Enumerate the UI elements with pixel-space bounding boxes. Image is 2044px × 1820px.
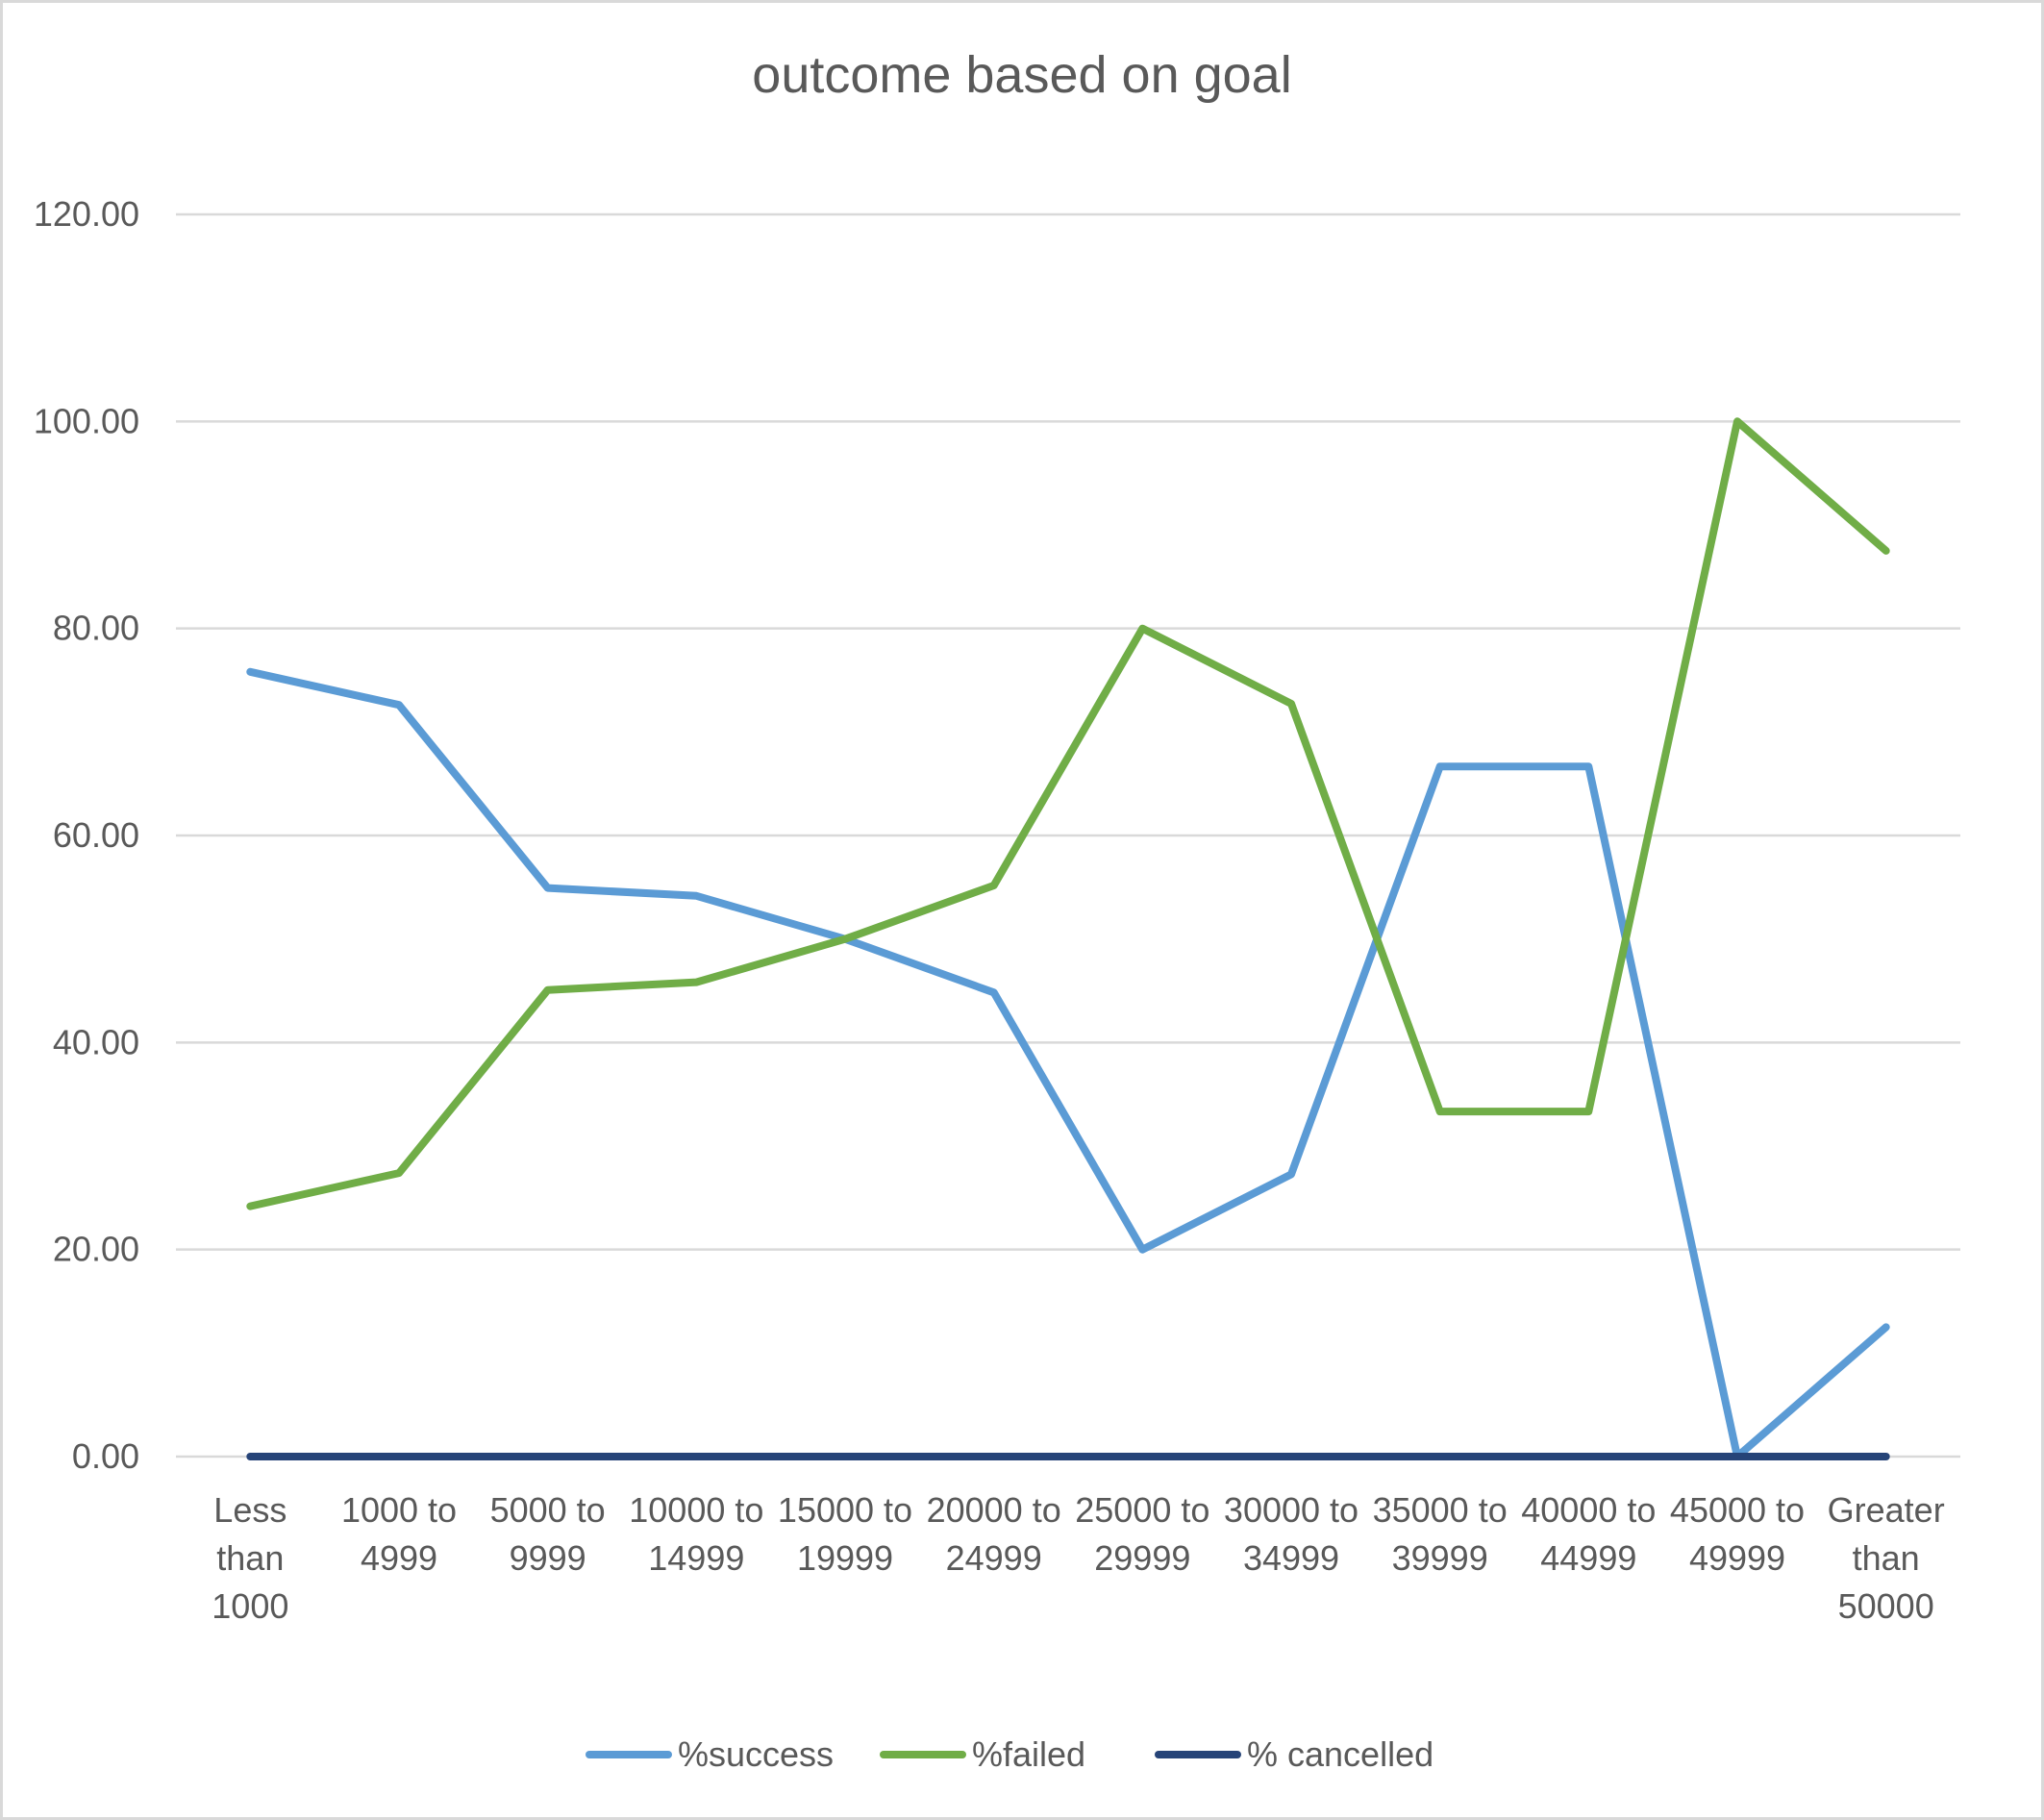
x-tick-label-line: 19999 [797,1538,893,1578]
x-tick-label-line: 40000 to [1521,1490,1656,1530]
legend-label-failed: %failed [972,1734,1085,1774]
y-tick-label: 80.00 [53,609,139,648]
y-tick-label: 0.00 [72,1436,139,1476]
x-tick-label-line: 34999 [1243,1538,1339,1578]
legend-label-cancelled: % cancelled [1247,1734,1433,1774]
x-tick-label-line: 14999 [648,1538,744,1578]
legend-label-success: %success [678,1734,834,1774]
x-tick-label-line: 25000 to [1075,1490,1209,1530]
x-axis-tick-labels: Less than 1000 1000 to 4999 5000 to 9999 10000 … [212,1490,1944,1626]
y-tick-label: 120.00 [34,194,139,234]
x-tick-label: 30000 to 34999 [1224,1490,1359,1578]
series-line-success [246,667,1890,1460]
x-tick-label-line: 39999 [1392,1538,1488,1578]
x-tick-label-line: 15000 to [778,1490,912,1530]
x-tick-label: 1000 to 4999 [341,1490,457,1578]
gridlines [176,212,1960,1458]
x-tick-label-line: than [1853,1538,1920,1578]
line-chart: outcome based on goal 0.00 20.00 40.00 60.0… [34,46,1960,1774]
x-tick-label-line: 49999 [1689,1538,1785,1578]
x-tick-label: 10000 to 14999 [629,1490,763,1578]
x-tick-label-line: 10000 to [629,1490,763,1530]
y-axis-tick-labels: 0.00 20.00 40.00 60.00 80.00 100.00 120.00 [34,194,139,1476]
x-tick-label-line: Less [213,1490,287,1530]
x-tick-label-line: 24999 [946,1538,1042,1578]
x-tick-label-line: 29999 [1094,1538,1190,1578]
x-tick-label-line: than [216,1538,284,1578]
x-tick-label: 35000 to 39999 [1373,1490,1508,1578]
x-tick-label-line: 44999 [1540,1538,1636,1578]
x-tick-label: 15000 to 19999 [778,1490,912,1578]
x-tick-label: 20000 to 24999 [927,1490,1061,1578]
x-tick-label-line: 45000 to [1670,1490,1805,1530]
x-tick-label-line: 5000 to [490,1490,606,1530]
x-tick-label-line: 1000 to [341,1490,457,1530]
series-line-failed [246,417,1890,1210]
x-tick-label: Less than 1000 [212,1490,288,1626]
x-tick-label-line: 30000 to [1224,1490,1359,1530]
y-tick-label: 40.00 [53,1022,139,1061]
x-tick-label: 40000 to 44999 [1521,1490,1656,1578]
x-tick-label-line: 50000 [1838,1586,1934,1626]
legend: %success %failed % cancelled [586,1734,1433,1774]
x-tick-label: Greater than 50000 [1828,1490,1945,1626]
x-tick-label-line: 1000 [212,1586,288,1626]
x-tick-label-line: 20000 to [927,1490,1061,1530]
y-tick-label: 100.00 [34,401,139,440]
x-tick-label: 25000 to 29999 [1075,1490,1209,1578]
series-lines [246,417,1890,1460]
x-tick-label-line: 4999 [361,1538,437,1578]
y-tick-label: 20.00 [53,1230,139,1269]
x-tick-label-line: Greater [1828,1490,1945,1530]
x-tick-label: 5000 to 9999 [490,1490,606,1578]
x-tick-label-line: 35000 to [1373,1490,1508,1530]
y-tick-label: 60.00 [53,815,139,855]
chart-title: outcome based on goal [752,46,1291,104]
x-tick-label-line: 9999 [510,1538,586,1578]
x-tick-label: 45000 to 49999 [1670,1490,1805,1578]
